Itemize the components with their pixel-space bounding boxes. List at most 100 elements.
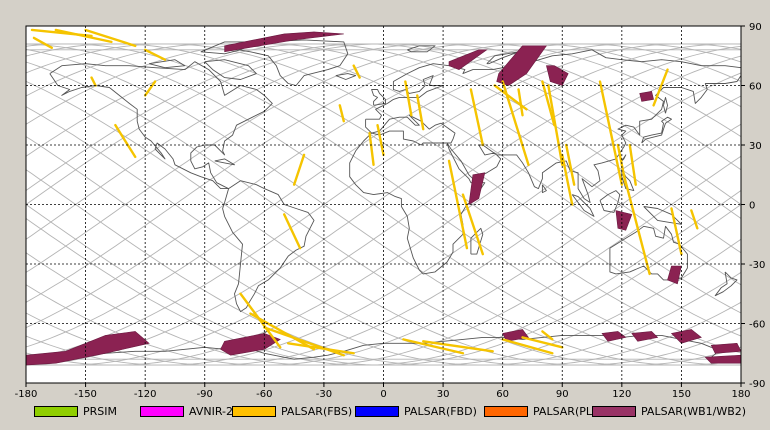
y-tick-label: 30 bbox=[749, 141, 762, 152]
fbs-strip bbox=[402, 338, 465, 355]
wb-swath bbox=[25, 331, 150, 366]
coastlines bbox=[25, 39, 742, 360]
wb-swath bbox=[710, 342, 742, 354]
legend-item-palsar-plr: PALSAR(PLR) bbox=[484, 403, 604, 419]
map-frame bbox=[25, 25, 742, 384]
coastline-japan bbox=[641, 116, 672, 144]
axis-tick-labels: -180 -150 -120 -90 -60 -30 0 30 60 90 120 150 180 90 6… bbox=[15, 22, 766, 400]
coastline-iceland bbox=[335, 73, 357, 80]
fbs-strip bbox=[143, 80, 157, 97]
x-tick-label: -180 bbox=[15, 389, 38, 400]
fbs-strip bbox=[547, 84, 564, 167]
x-tick-label: 0 bbox=[380, 389, 386, 400]
x-tick-label: 90 bbox=[556, 389, 569, 400]
fbs-strip bbox=[422, 340, 494, 353]
fbs-strip bbox=[517, 88, 524, 117]
orbit-track bbox=[25, 43, 742, 303]
lat-lon-grid bbox=[26, 26, 741, 383]
legend-label-avnir2: AVNIR-2 bbox=[189, 404, 233, 418]
legend-item-palsar-fbd: PALSAR(FBD) bbox=[355, 403, 477, 419]
fbs-strip bbox=[292, 153, 306, 186]
legend-swatch-palsar-plr bbox=[484, 405, 528, 417]
coastline-cuba bbox=[214, 158, 235, 166]
coastline-baffin bbox=[204, 59, 257, 80]
fbs-strip bbox=[143, 48, 167, 61]
fbs-strip bbox=[249, 312, 316, 351]
fbs-strip bbox=[32, 36, 54, 50]
fbs-strip bbox=[282, 213, 302, 250]
legend-label-palsar-fbd: PALSAR(FBD) bbox=[404, 404, 477, 418]
coastline-uk bbox=[371, 89, 386, 106]
legend-swatch-palsar-wb bbox=[592, 405, 636, 417]
fbs-strip bbox=[368, 131, 375, 167]
coastline-sakhalin bbox=[663, 96, 668, 114]
x-tick-label: 120 bbox=[612, 389, 631, 400]
fbs-strip bbox=[469, 88, 485, 147]
x-tick-label: -90 bbox=[197, 389, 213, 400]
wb-swath bbox=[448, 49, 488, 70]
wb-swath bbox=[631, 331, 659, 342]
legend-item-prism: PRSIM bbox=[34, 403, 117, 419]
legend-swatch-prism bbox=[34, 405, 78, 417]
fbs-strip bbox=[376, 123, 385, 157]
wb-swath bbox=[670, 329, 702, 344]
fbs-strip bbox=[416, 94, 425, 131]
y-tick-label: 60 bbox=[749, 82, 762, 93]
x-tick-label: -60 bbox=[256, 389, 272, 400]
coastline-taiwan bbox=[621, 154, 627, 162]
fbs-strip bbox=[628, 143, 637, 186]
coastline-svalbard bbox=[407, 45, 436, 53]
y-tick-label: 90 bbox=[749, 22, 762, 33]
fbs-strip bbox=[561, 153, 574, 206]
coverage-map: -180 -150 -120 -90 -60 -30 0 30 60 90 120 150 180 90 6… bbox=[15, 22, 766, 400]
wb-swath bbox=[546, 65, 569, 86]
y-tick-label: -30 bbox=[749, 260, 765, 271]
wb-swath bbox=[667, 265, 682, 285]
fbs-strip bbox=[541, 330, 554, 341]
wb-swath bbox=[496, 45, 547, 86]
y-tick-label: -60 bbox=[749, 320, 765, 331]
coastline-greenland bbox=[238, 39, 349, 86]
coastline-sri-lanka bbox=[541, 184, 547, 194]
fbs-strip bbox=[90, 76, 97, 87]
fbs-strip bbox=[690, 209, 699, 230]
x-tick-label: -30 bbox=[316, 389, 332, 400]
legend-label-palsar-fbs: PALSAR(FBS) bbox=[281, 404, 353, 418]
wb-swath bbox=[220, 333, 281, 356]
fbs-strip bbox=[501, 338, 554, 355]
legend-swatch-palsar-fbs bbox=[232, 405, 276, 417]
fbs-strip bbox=[598, 80, 624, 186]
fbs-strip bbox=[521, 336, 564, 349]
fbs-strip bbox=[447, 159, 469, 250]
orbit-track bbox=[25, 190, 742, 366]
coastline-victoria-island bbox=[148, 59, 186, 69]
fbs-strip bbox=[565, 143, 576, 186]
wb-swath bbox=[639, 91, 654, 102]
wb-swath bbox=[601, 331, 627, 342]
coastline-sumatra bbox=[571, 194, 595, 217]
x-tick-label: 180 bbox=[731, 389, 750, 400]
fbs-strip bbox=[404, 80, 413, 117]
legend-item-avnir2: AVNIR-2 bbox=[140, 403, 233, 419]
coastline-madagascar bbox=[470, 227, 484, 255]
x-tick-label: -150 bbox=[74, 389, 97, 400]
fbs-strip bbox=[501, 80, 530, 167]
fbs-strip bbox=[114, 123, 137, 159]
x-tick-label: 30 bbox=[437, 389, 450, 400]
coastline-australia bbox=[609, 225, 688, 281]
wb-swath bbox=[224, 31, 344, 53]
x-tick-label: 150 bbox=[672, 389, 691, 400]
legend-label-palsar-plr: PALSAR(PLR) bbox=[533, 404, 604, 418]
fbs-strip bbox=[286, 342, 355, 355]
coastline-south-america bbox=[222, 180, 315, 313]
coastline-philippines bbox=[621, 168, 635, 192]
legend: PRSIM AVNIR-2 PALSAR(FBS) PALSAR(FBD) PA… bbox=[0, 400, 770, 422]
orbit-track bbox=[25, 43, 742, 286]
x-tick-label: 60 bbox=[496, 389, 509, 400]
y-tick-label: -90 bbox=[749, 379, 765, 390]
coastline-novaya-zemlya bbox=[486, 51, 520, 65]
x-tick-label: -120 bbox=[134, 389, 157, 400]
legend-swatch-palsar-fbd bbox=[355, 405, 399, 417]
legend-label-prism: PRSIM bbox=[83, 404, 117, 418]
fbs-strip bbox=[338, 104, 345, 123]
